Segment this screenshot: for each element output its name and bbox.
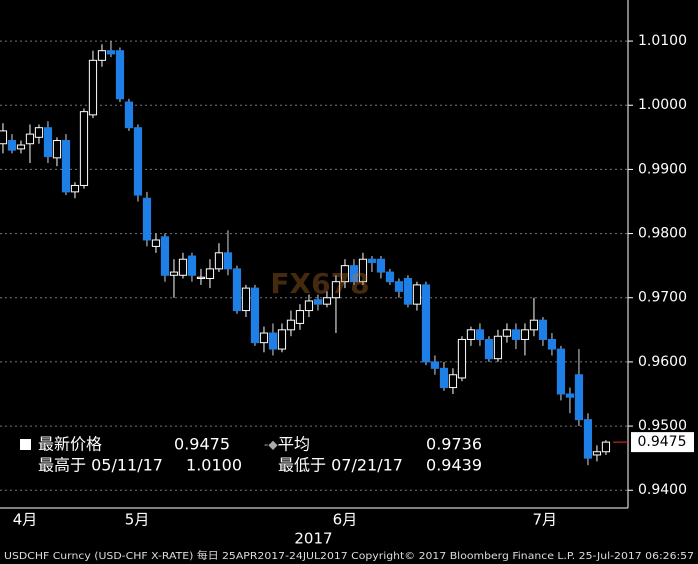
candle-body [583, 419, 593, 459]
candle-body [268, 332, 278, 350]
legend-value: 0.9736 [426, 435, 482, 454]
candle-body [520, 329, 530, 340]
x-tick-label: 5月 [125, 511, 150, 529]
candle-body [151, 239, 161, 247]
candle-body [232, 268, 242, 312]
candle-body [574, 374, 584, 421]
candle-body [88, 59, 98, 116]
legend-label: 平均 [278, 435, 310, 454]
candle-body [376, 258, 386, 273]
candle-body [16, 144, 26, 150]
candle-body [403, 277, 413, 305]
y-tick-label: 0.9600 [638, 354, 687, 370]
x-tick-label: 4月 [13, 511, 38, 529]
watermark: FX678 [270, 267, 369, 300]
candle-body [475, 329, 485, 340]
candle-body [241, 287, 251, 312]
candle-body [412, 284, 422, 305]
candle-body [259, 332, 269, 344]
candle-body [331, 281, 341, 299]
footer: USDCHF Curncy (USD-CHF X-RATE) 每日 25APR2… [4, 549, 694, 562]
legend-value: 1.0100 [186, 456, 242, 475]
candle-body [358, 258, 368, 283]
plot-area [0, 40, 628, 491]
legend-label: 最低于 07/21/17 [278, 456, 403, 475]
candle-body [340, 265, 350, 283]
candle-body [439, 367, 449, 389]
candle-body [61, 140, 71, 193]
candle-body [124, 101, 134, 129]
candle-body [367, 258, 377, 263]
legend: 最新价格 0.9475 -◆- 平均 0.9736 最高于 05/11/17 1… [0, 432, 492, 479]
candle-body [133, 127, 143, 196]
candle-body [106, 50, 116, 55]
candle-body [277, 329, 287, 350]
y-tick-label: 1.0100 [638, 33, 687, 49]
candle-body [97, 50, 107, 61]
legend-marker: -◆- [264, 438, 282, 452]
candle-body [322, 297, 332, 305]
x-tick-label: 6月 [333, 511, 358, 529]
y-tick-label: 1.0000 [638, 97, 687, 113]
legend-value: 0.9475 [174, 435, 230, 454]
candle-body [538, 319, 548, 340]
candle-body [160, 236, 170, 276]
candle-body [421, 284, 431, 363]
candle-body [349, 265, 359, 283]
candle-body [223, 252, 233, 270]
legend-label: 最新价格 [38, 435, 102, 454]
candle-body [34, 127, 44, 138]
candle-body [169, 271, 179, 276]
candle-body [430, 361, 440, 369]
candle-body [601, 441, 611, 453]
candle-body [457, 338, 467, 379]
candle-body [178, 258, 188, 276]
y-tick-label: 0.9900 [638, 161, 687, 177]
candle-body [529, 319, 539, 331]
candle-body [448, 374, 458, 389]
legend-value: 0.9439 [426, 456, 482, 475]
y-tick-label: 0.9700 [638, 290, 687, 306]
y-tick-label: 0.9400 [638, 482, 687, 498]
candle-body [25, 133, 35, 145]
candle-body [385, 271, 395, 283]
candle-body [79, 111, 89, 186]
y-tick-label: 0.9500 [638, 418, 687, 434]
candle-body [394, 281, 404, 292]
legend-box [0, 432, 492, 479]
candle-body [493, 335, 503, 360]
candle-body [547, 338, 557, 350]
candle-body [70, 184, 80, 193]
candle-body [187, 255, 197, 276]
legend-swatch [20, 439, 31, 450]
candle-body [511, 329, 521, 340]
candle-body [484, 338, 494, 360]
candle-body [313, 299, 323, 305]
candle-body [214, 252, 224, 270]
candle-body [250, 287, 260, 344]
candle-body [115, 50, 125, 100]
last-price-label: 0.9475 [638, 434, 687, 450]
last-price-tag [631, 432, 694, 453]
candle-body [52, 140, 62, 159]
legend-label: 最高于 05/11/17 [38, 456, 163, 475]
candle-body [502, 329, 512, 337]
y-tick-label: 0.9800 [638, 226, 687, 242]
candle-body [286, 319, 296, 331]
candle-body [196, 276, 206, 279]
candle-body [43, 127, 53, 158]
candle-body [0, 130, 8, 145]
candle-body [592, 451, 602, 456]
candle-body [142, 197, 152, 241]
candle-body [304, 300, 314, 312]
x-year-label: 2017 [294, 530, 332, 548]
candle-body [7, 140, 17, 151]
candle-body [466, 329, 476, 340]
candle-body [556, 348, 566, 395]
candle-body [565, 393, 575, 398]
x-tick-label: 7月 [532, 511, 557, 529]
candle-body [295, 310, 305, 324]
candle-body [205, 268, 215, 279]
